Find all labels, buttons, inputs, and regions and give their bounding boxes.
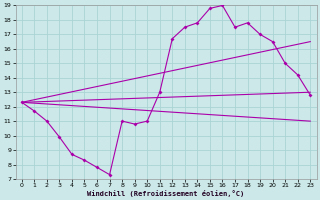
X-axis label: Windchill (Refroidissement éolien,°C): Windchill (Refroidissement éolien,°C) [87,190,245,197]
